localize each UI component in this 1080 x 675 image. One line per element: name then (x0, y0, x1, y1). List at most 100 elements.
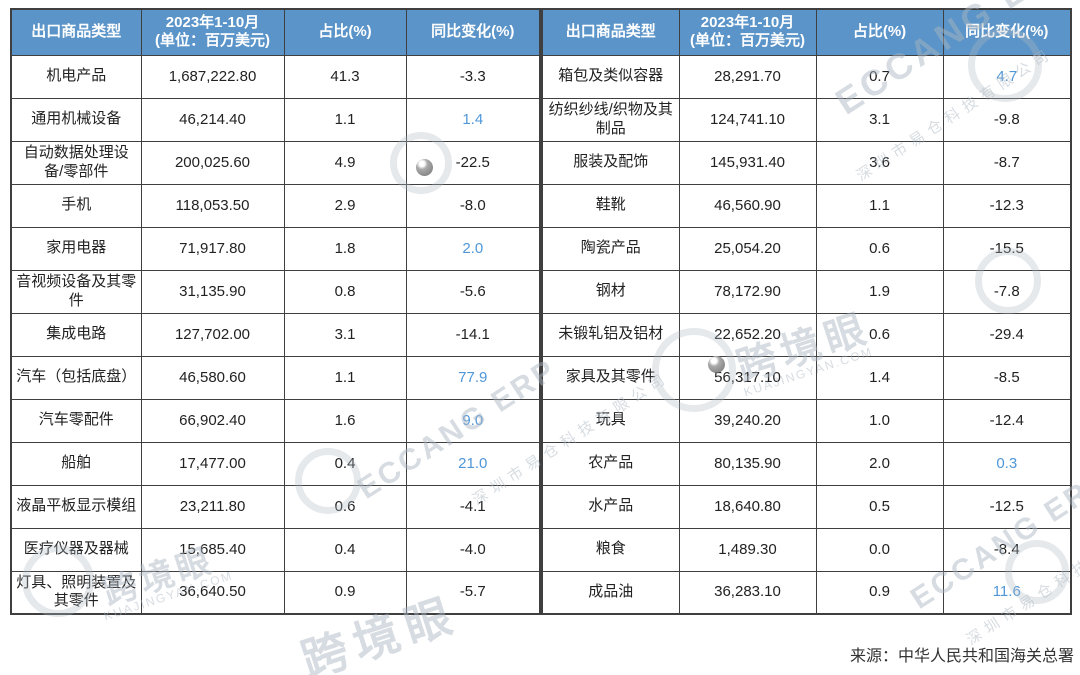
table-row: 钢材 78,172.90 1.9 -7.8 (541, 269, 1072, 314)
commodity-cell: 医疗仪器及器械 (10, 527, 142, 572)
change-cell: 21.0 (405, 441, 541, 486)
col-header-change: 同比变化(%) (942, 8, 1072, 56)
value-cell: 46,560.90 (678, 183, 817, 228)
table-row: 机电产品 1,687,222.80 41.3 -3.3 (10, 54, 541, 99)
table-row: 水产品 18,640.80 0.5 -12.5 (541, 484, 1072, 529)
commodity-cell: 箱包及类似容器 (541, 54, 680, 99)
share-cell: 0.8 (283, 269, 407, 314)
value-cell: 36,640.50 (140, 570, 285, 615)
commodity-cell: 汽车（包括底盘） (10, 355, 142, 400)
table-body-right: 箱包及类似容器 28,291.70 0.7 4.7 纺织纱线/织物及其制品 124,741… (541, 54, 1072, 615)
table-row: 成品油 36,283.10 0.9 11.6 (541, 570, 1072, 615)
share-cell: 3.6 (815, 140, 944, 185)
change-cell: 77.9 (405, 355, 541, 400)
commodity-cell: 成品油 (541, 570, 680, 615)
value-cell: 23,211.80 (140, 484, 285, 529)
value-cell: 39,240.20 (678, 398, 817, 443)
col-header-share: 占比(%) (815, 8, 944, 56)
share-cell: 0.7 (815, 54, 944, 99)
commodity-cell: 机电产品 (10, 54, 142, 99)
value-cell: 18,640.80 (678, 484, 817, 529)
value-cell: 1,687,222.80 (140, 54, 285, 99)
commodity-cell: 农产品 (541, 441, 680, 486)
change-cell: -8.7 (942, 140, 1072, 185)
change-cell: 1.4 (405, 97, 541, 142)
change-cell: -4.1 (405, 484, 541, 529)
commodity-cell: 服装及配饰 (541, 140, 680, 185)
source-note: 来源：中华人民共和国海关总署 (849, 648, 1074, 665)
share-cell: 4.9 (283, 140, 407, 185)
value-cell: 127,702.00 (140, 312, 285, 357)
table-row: 箱包及类似容器 28,291.70 0.7 4.7 (541, 54, 1072, 99)
col-header-value: 2023年1-10月 (单位：百万美元) (678, 8, 817, 56)
change-cell: 9.0 (405, 398, 541, 443)
commodity-cell: 汽车零配件 (10, 398, 142, 443)
share-cell: 0.9 (815, 570, 944, 615)
table-row: 音视频设备及其零件 31,135.90 0.8 -5.6 (10, 269, 541, 314)
header-row: 出口商品类型 2023年1-10月 (单位：百万美元) 占比(%) 同比变化(%… (541, 8, 1072, 56)
share-cell: 0.0 (815, 527, 944, 572)
tables-container: 出口商品类型 2023年1-10月 (单位：百万美元) 占比(%) 同比变化(%… (10, 8, 1072, 615)
value-cell: 66,902.40 (140, 398, 285, 443)
table-body-left: 机电产品 1,687,222.80 41.3 -3.3 通用机械设备 46,214.40 1… (10, 54, 541, 615)
value-cell: 56,317.10 (678, 355, 817, 400)
change-cell: -7.8 (942, 269, 1072, 314)
export-table-right: 出口商品类型 2023年1-10月 (单位：百万美元) 占比(%) 同比变化(%… (541, 8, 1072, 615)
share-cell: 0.4 (283, 441, 407, 486)
table-row: 纺织纱线/织物及其制品 124,741.10 3.1 -9.8 (541, 97, 1072, 142)
value-cell: 22,652.20 (678, 312, 817, 357)
export-table-left: 出口商品类型 2023年1-10月 (单位：百万美元) 占比(%) 同比变化(%… (10, 8, 541, 615)
value-cell: 80,135.90 (678, 441, 817, 486)
table-header: 出口商品类型 2023年1-10月 (单位：百万美元) 占比(%) 同比变化(%… (10, 8, 541, 56)
table-row: 自动数据处理设备/零部件 200,025.60 4.9 -22.5 (10, 140, 541, 185)
commodity-cell: 未锻轧铝及铝材 (541, 312, 680, 357)
share-cell: 1.9 (815, 269, 944, 314)
share-cell: 1.6 (283, 398, 407, 443)
value-cell: 17,477.00 (140, 441, 285, 486)
col-header-commodity: 出口商品类型 (10, 8, 142, 56)
share-cell: 2.0 (815, 441, 944, 486)
share-cell: 1.1 (283, 97, 407, 142)
table-row: 手机 118,053.50 2.9 -8.0 (10, 183, 541, 228)
value-cell: 200,025.60 (140, 140, 285, 185)
share-cell: 0.6 (815, 226, 944, 271)
table-row: 汽车（包括底盘） 46,580.60 1.1 77.9 (10, 355, 541, 400)
table-row: 未锻轧铝及铝材 22,652.20 0.6 -29.4 (541, 312, 1072, 357)
table-row: 陶瓷产品 25,054.20 0.6 -15.5 (541, 226, 1072, 271)
commodity-cell: 家具及其零件 (541, 355, 680, 400)
commodity-cell: 钢材 (541, 269, 680, 314)
share-cell: 1.4 (815, 355, 944, 400)
value-cell: 1,489.30 (678, 527, 817, 572)
value-cell: 15,685.40 (140, 527, 285, 572)
change-cell: -15.5 (942, 226, 1072, 271)
commodity-cell: 家用电器 (10, 226, 142, 271)
share-cell: 2.9 (283, 183, 407, 228)
value-cell: 28,291.70 (678, 54, 817, 99)
value-cell: 71,917.80 (140, 226, 285, 271)
table-row: 船舶 17,477.00 0.4 21.0 (10, 441, 541, 486)
share-cell: 1.8 (283, 226, 407, 271)
commodity-cell: 粮食 (541, 527, 680, 572)
value-cell: 36,283.10 (678, 570, 817, 615)
share-cell: 0.4 (283, 527, 407, 572)
value-cell: 145,931.40 (678, 140, 817, 185)
table-row: 汽车零配件 66,902.40 1.6 9.0 (10, 398, 541, 443)
change-cell: -8.0 (405, 183, 541, 228)
col-header-change: 同比变化(%) (405, 8, 541, 56)
share-cell: 0.6 (815, 312, 944, 357)
change-cell: -8.4 (942, 527, 1072, 572)
commodity-cell: 手机 (10, 183, 142, 228)
change-cell: -12.4 (942, 398, 1072, 443)
table-row: 液晶平板显示模组 23,211.80 0.6 -4.1 (10, 484, 541, 529)
col-header-value: 2023年1-10月 (单位：百万美元) (140, 8, 285, 56)
change-cell: 11.6 (942, 570, 1072, 615)
change-cell: 0.3 (942, 441, 1072, 486)
value-cell: 31,135.90 (140, 269, 285, 314)
commodity-cell: 集成电路 (10, 312, 142, 357)
value-cell: 118,053.50 (140, 183, 285, 228)
change-cell: -5.7 (405, 570, 541, 615)
table-row: 玩具 39,240.20 1.0 -12.4 (541, 398, 1072, 443)
header-row: 出口商品类型 2023年1-10月 (单位：百万美元) 占比(%) 同比变化(%… (10, 8, 541, 56)
share-cell: 1.1 (283, 355, 407, 400)
